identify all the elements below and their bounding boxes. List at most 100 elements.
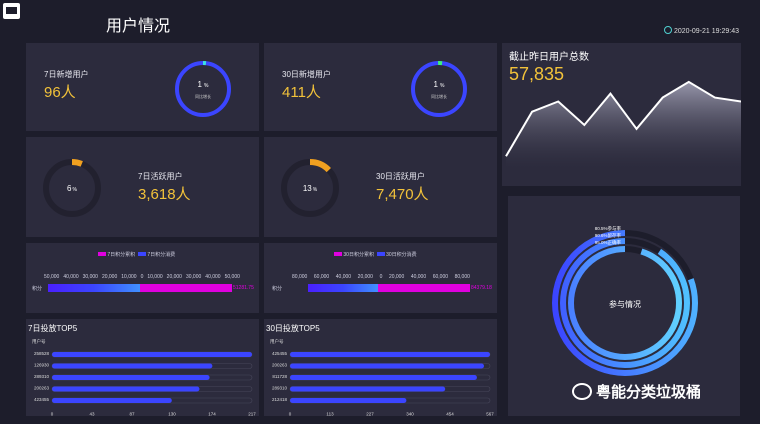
bar: [290, 375, 477, 380]
card-active30: 13% 30日活跃用户 7,470人: [264, 137, 497, 237]
accum-bar: [378, 284, 470, 292]
ring-progress: [552, 230, 698, 376]
ring-percent: 1: [198, 80, 203, 89]
bar: [52, 386, 200, 392]
top5-7-chart: 7日投放TOP5 用户号 258528 126930 289310 200263 42345…: [28, 323, 256, 417]
chart-title: 7日投放TOP5: [28, 323, 78, 333]
new7-ring: 1% 同比增长: [175, 61, 231, 117]
bar: [52, 375, 210, 380]
bar: [290, 398, 407, 403]
y-axis-label: 用户号: [32, 338, 46, 345]
bar: [290, 352, 490, 357]
x-tick-label: 0: [51, 412, 54, 417]
bar: [52, 352, 252, 357]
total-users-panel: 截止昨日用户总数 57,835: [502, 43, 741, 186]
category-label: 126930: [34, 363, 50, 368]
category-label: 289310: [272, 386, 288, 391]
category-label: 200263: [272, 363, 288, 368]
top5-30-chart: 30日投放TOP5 用户号 425455 200263 811728 289310 2124…: [266, 323, 494, 417]
x-tick-label: 0: [289, 412, 292, 417]
ring-label: 90.6%留存率: [595, 232, 622, 239]
ring-sub: 同比增长: [195, 93, 211, 99]
datetime: 2020-09-21 19:29:43: [664, 26, 739, 35]
ring-progress: [281, 159, 339, 217]
legend: 7日积分累积 7日积分消费: [98, 251, 175, 258]
bar: [52, 398, 172, 403]
value-label: 84379.18: [471, 285, 492, 291]
card-label: 30日活跃用户: [376, 172, 425, 181]
svg-text:同比增长: 同比增长: [431, 93, 447, 99]
x-tick-label: 567: [486, 412, 494, 417]
row-label: 积分: [272, 286, 283, 292]
legend-swatch: [334, 252, 342, 256]
ring-progress: [411, 61, 467, 117]
participation-center-label: 参与情况: [609, 299, 641, 309]
svg-text:1%: 1%: [434, 80, 445, 89]
value-label: 51281.75: [233, 285, 254, 291]
participation-panel: 参与情况 80.5%参与率 90.6%留存率 95.0%正确率: [508, 196, 740, 416]
svg-text:6%: 6%: [67, 184, 77, 193]
bar: [290, 386, 446, 392]
new30-ring: 1% 同比增长: [411, 61, 467, 117]
clock-icon: [664, 26, 672, 34]
y-axis-label: 用户号: [270, 338, 284, 345]
x-tick-label: 87: [129, 412, 135, 417]
card-label: 7日活跃用户: [138, 172, 183, 181]
active30-ring: 13%: [281, 159, 339, 217]
category-label: 212418: [272, 397, 288, 402]
points7-panel: 7日积分累积 7日积分消费 50,000 40,000 30,000 20,000 10…: [26, 243, 259, 313]
row-label: 积分: [32, 286, 43, 292]
app-logo: [3, 3, 20, 19]
card-active7: 6% 7日活跃用户 3,618人: [26, 137, 259, 237]
points30-panel: 30日积分累积 30日积分消费 80,000 60,000 40,000 20,000…: [264, 243, 497, 313]
x-tick-label: 43: [89, 412, 95, 417]
card-new30: 30日新增用户 411人 1% 同比增长: [264, 43, 497, 131]
ring-label: 80.5%参与率: [595, 225, 622, 232]
consume-bar: [48, 284, 140, 292]
category-label: 423455: [34, 397, 50, 402]
ring-progress: [568, 246, 682, 360]
x-tick-label: 174: [208, 412, 216, 417]
svg-text:13%: 13%: [303, 184, 318, 193]
bar: [290, 363, 485, 369]
x-tick-label: 113: [326, 412, 334, 417]
wechat-icon: [572, 383, 592, 400]
top5-7-panel: 7日投放TOP5 用户号 258528 126930 289310 200263 42345…: [26, 319, 259, 416]
ring-label: 95.0%正确率: [595, 239, 622, 246]
ring-progress: [560, 238, 690, 368]
page-title: 用户情况: [106, 18, 171, 35]
x-tick-label: 340: [406, 412, 414, 417]
watermark: 粤能分类垃圾桶: [572, 381, 701, 402]
x-tick-label: 454: [446, 412, 454, 417]
accum-bar: [140, 284, 232, 292]
axis-ticks: 80,000 60,000 40,000 20,000 0 20,000 40,000 60,…: [292, 274, 470, 280]
legend: 30日积分累积 30日积分消费: [334, 251, 417, 258]
area-fill: [506, 81, 741, 168]
area-line: [505, 80, 741, 157]
legend-swatch: [376, 252, 385, 256]
category-label: 200263: [34, 386, 50, 391]
bar: [52, 363, 213, 369]
card-value: 7,470人: [376, 186, 429, 203]
axis-ticks: 50,000 40,000 30,000 20,000 10,000 0 10,000 20,…: [44, 274, 240, 280]
category-label: 258528: [34, 351, 50, 356]
monitor-icon: [6, 7, 17, 14]
active7-ring: 6%: [43, 159, 101, 217]
top5-30-panel: 30日投放TOP5 用户号 425455 200263 811728 289310 2124…: [264, 319, 497, 416]
legend-swatch: [137, 252, 146, 256]
total-value: 57,835: [509, 64, 565, 84]
card-value: 411人: [282, 84, 321, 101]
card-label: 7日新增用户: [44, 70, 89, 79]
chart-title: 30日投放TOP5: [266, 323, 320, 333]
legend-swatch: [98, 252, 106, 256]
category-label: 811728: [272, 374, 287, 379]
total-label: 截止昨日用户总数: [509, 52, 589, 63]
category-label: 425455: [272, 351, 288, 356]
card-value: 3,618人: [138, 186, 191, 203]
x-tick-label: 130: [168, 412, 176, 417]
ring-progress: [175, 61, 231, 117]
total-users-area-chart: [505, 80, 741, 168]
consume-bar: [308, 284, 378, 292]
svg-text:1%: 1%: [198, 80, 209, 89]
